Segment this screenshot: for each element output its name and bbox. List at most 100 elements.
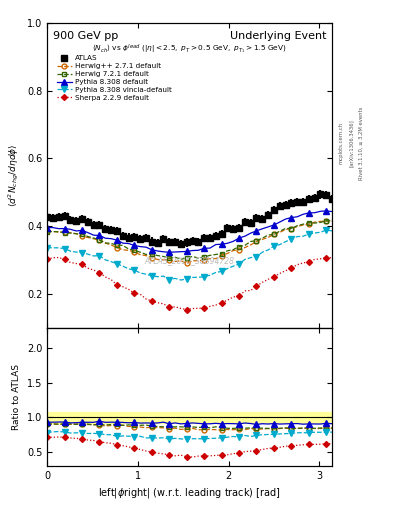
Herwig++ 2.7.1 default xyxy=(149,254,154,261)
Pythia 8.308 default xyxy=(231,238,235,244)
Sherpa 2.2.9 default xyxy=(242,288,247,294)
Sherpa 2.2.9 default xyxy=(167,304,172,310)
Sherpa 2.2.9 default xyxy=(312,257,317,263)
Sherpa 2.2.9 default xyxy=(45,256,50,262)
Line: Sherpa 2.2.9 default: Sherpa 2.2.9 default xyxy=(45,255,334,312)
Pythia 8.308 default xyxy=(178,249,183,255)
Herwig++ 2.7.1 default xyxy=(307,221,311,227)
Herwig 7.2.1 default xyxy=(115,242,119,248)
Sherpa 2.2.9 default xyxy=(62,256,67,262)
Pythia 8.308 vincia-default xyxy=(126,266,131,272)
Herwig++ 2.7.1 default xyxy=(74,231,79,237)
Pythia 8.308 default xyxy=(213,242,218,248)
Pythia 8.308 vincia-default xyxy=(97,252,102,259)
Sherpa 2.2.9 default xyxy=(120,284,125,290)
Herwig++ 2.7.1 default xyxy=(254,239,259,245)
Pythia 8.308 vincia-default xyxy=(260,249,264,255)
Sherpa 2.2.9 default xyxy=(132,290,137,296)
Herwig 7.2.1 default xyxy=(248,239,253,245)
Sherpa 2.2.9 default xyxy=(213,302,218,308)
Herwig 7.2.1 default xyxy=(161,253,166,260)
Pythia 8.308 vincia-default xyxy=(190,274,195,281)
Pythia 8.308 vincia-default xyxy=(301,233,305,239)
Pythia 8.308 default xyxy=(80,227,84,233)
Pythia 8.308 vincia-default xyxy=(202,274,206,280)
Pythia 8.308 vincia-default xyxy=(57,245,61,251)
Pythia 8.308 vincia-default xyxy=(80,249,84,255)
Herwig++ 2.7.1 default xyxy=(120,247,125,253)
Herwig 7.2.1 default xyxy=(126,246,131,252)
Herwig++ 2.7.1 default xyxy=(68,229,73,236)
Sherpa 2.2.9 default xyxy=(68,260,73,266)
Herwig 7.2.1 default xyxy=(80,231,84,237)
Sherpa 2.2.9 default xyxy=(103,274,108,280)
Pythia 8.308 vincia-default xyxy=(167,276,172,283)
Pythia 8.308 vincia-default xyxy=(161,273,166,279)
Pythia 8.308 default xyxy=(86,229,90,236)
Sherpa 2.2.9 default xyxy=(266,276,270,283)
Herwig++ 2.7.1 default xyxy=(109,242,114,248)
Pythia 8.308 vincia-default xyxy=(115,261,119,267)
Pythia 8.308 default xyxy=(91,232,96,238)
Line: Herwig 7.2.1 default: Herwig 7.2.1 default xyxy=(45,218,334,262)
Herwig 7.2.1 default xyxy=(301,221,305,227)
Pythia 8.308 default xyxy=(138,244,143,250)
Herwig 7.2.1 default xyxy=(144,251,149,258)
Sherpa 2.2.9 default xyxy=(219,300,224,306)
Pythia 8.308 vincia-default xyxy=(266,247,270,253)
Pythia 8.308 vincia-default xyxy=(51,245,55,251)
Sherpa 2.2.9 default xyxy=(272,274,276,280)
Sherpa 2.2.9 default xyxy=(178,305,183,311)
Line: Herwig++ 2.7.1 default: Herwig++ 2.7.1 default xyxy=(45,219,334,266)
Herwig++ 2.7.1 default xyxy=(144,252,149,259)
Sherpa 2.2.9 default xyxy=(330,254,334,261)
Pythia 8.308 default xyxy=(190,247,195,253)
Pythia 8.308 default xyxy=(260,226,264,232)
Sherpa 2.2.9 default xyxy=(324,255,329,261)
Sherpa 2.2.9 default xyxy=(237,293,241,299)
Herwig 7.2.1 default xyxy=(167,255,172,262)
Pythia 8.308 default xyxy=(318,208,323,215)
Herwig++ 2.7.1 default xyxy=(225,250,230,257)
Pythia 8.308 default xyxy=(196,247,201,253)
Herwig 7.2.1 default xyxy=(231,247,235,253)
Herwig++ 2.7.1 default xyxy=(260,236,264,242)
Sherpa 2.2.9 default xyxy=(307,259,311,265)
Herwig++ 2.7.1 default xyxy=(213,255,218,262)
Pythia 8.308 default xyxy=(277,219,282,225)
Herwig 7.2.1 default xyxy=(266,232,270,238)
Herwig 7.2.1 default xyxy=(237,244,241,250)
Sherpa 2.2.9 default xyxy=(109,276,114,283)
Sherpa 2.2.9 default xyxy=(144,296,149,302)
Pythia 8.308 vincia-default xyxy=(231,263,235,269)
Herwig 7.2.1 default xyxy=(324,218,329,224)
Pythia 8.308 default xyxy=(248,230,253,236)
Herwig 7.2.1 default xyxy=(91,235,96,241)
Pythia 8.308 default xyxy=(324,208,329,214)
Herwig++ 2.7.1 default xyxy=(312,219,317,225)
Pythia 8.308 default xyxy=(126,241,131,247)
Herwig++ 2.7.1 default xyxy=(196,258,201,264)
Pythia 8.308 default xyxy=(225,240,230,246)
Herwig++ 2.7.1 default xyxy=(161,257,166,263)
Sherpa 2.2.9 default xyxy=(231,294,235,300)
Pythia 8.308 default xyxy=(74,228,79,234)
Herwig 7.2.1 default xyxy=(62,230,67,236)
Y-axis label: $\langle d^2 N_{chg}/d\eta d\phi \rangle$: $\langle d^2 N_{chg}/d\eta d\phi \rangle… xyxy=(7,143,21,207)
Pythia 8.308 default xyxy=(283,216,288,222)
Herwig 7.2.1 default xyxy=(138,249,143,255)
Herwig++ 2.7.1 default xyxy=(289,226,294,232)
Herwig 7.2.1 default xyxy=(68,230,73,236)
Herwig++ 2.7.1 default xyxy=(277,229,282,236)
Herwig++ 2.7.1 default xyxy=(91,236,96,242)
Herwig++ 2.7.1 default xyxy=(80,233,84,240)
Pythia 8.308 default xyxy=(173,249,178,255)
Line: Pythia 8.308 default: Pythia 8.308 default xyxy=(44,208,335,255)
Bar xyxy=(47,412,332,423)
Pythia 8.308 default xyxy=(120,240,125,246)
Pythia 8.308 default xyxy=(167,249,172,255)
Herwig 7.2.1 default xyxy=(307,220,311,226)
Herwig 7.2.1 default xyxy=(57,229,61,235)
Sherpa 2.2.9 default xyxy=(57,254,61,261)
Herwig 7.2.1 default xyxy=(132,247,137,253)
